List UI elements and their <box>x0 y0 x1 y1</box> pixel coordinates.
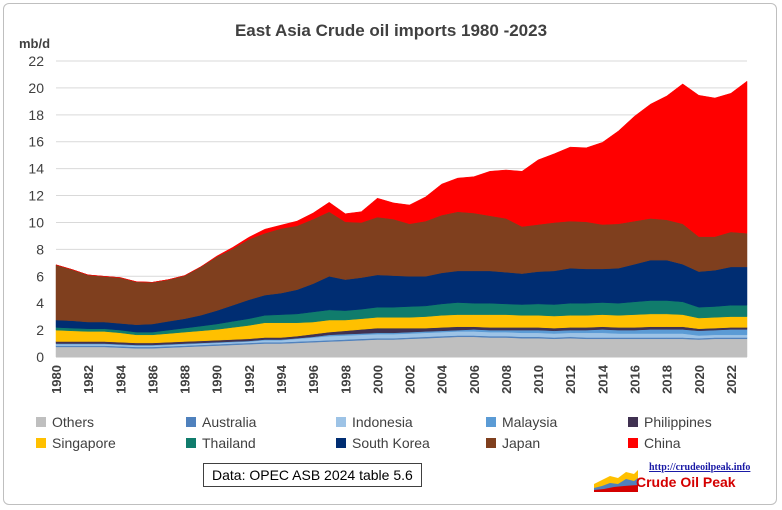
y-tick-label: 14 <box>28 161 44 177</box>
chart-title: East Asia Crude oil imports 1980 -2023 <box>234 21 548 40</box>
x-tick-label: 1980 <box>49 365 64 394</box>
x-tick-label: 1998 <box>338 365 353 394</box>
legend-label: Malaysia <box>502 414 558 430</box>
y-tick-label: 0 <box>36 349 44 365</box>
legend-swatch <box>36 438 46 448</box>
x-tick-label: 2004 <box>435 364 450 394</box>
y-tick-label: 6 <box>36 268 44 284</box>
legend-label: Singapore <box>52 435 116 451</box>
x-tick-label: 1990 <box>210 365 225 394</box>
legend-item: Malaysia <box>486 414 557 430</box>
legend-item: Thailand <box>186 435 256 451</box>
y-tick-label: 20 <box>28 80 44 96</box>
legend-label: Philippines <box>644 414 712 430</box>
x-tick-label: 2000 <box>370 365 385 394</box>
logo-graph-icon <box>594 470 638 492</box>
legend-label: Others <box>52 414 95 430</box>
legend-label: China <box>644 435 681 451</box>
legend-label: Thailand <box>202 435 256 451</box>
legend-item: Australia <box>186 414 256 430</box>
x-tick-label: 1992 <box>242 365 257 394</box>
legend-item: Singapore <box>36 435 116 451</box>
crude-oil-peak-logo[interactable]: http://crudeoilpeak.info Crude Oil Peak <box>594 462 760 492</box>
x-tick-label: 2022 <box>724 365 739 394</box>
logo-name: Crude Oil Peak <box>636 474 736 490</box>
x-tick-label: 2012 <box>563 365 578 394</box>
legend-item: China <box>628 435 681 451</box>
y-tick-label: 16 <box>28 134 44 150</box>
series-area-china <box>55 80 748 283</box>
y-tick-label: 12 <box>28 188 44 204</box>
x-tick-label: 1984 <box>113 364 128 394</box>
x-tick-label: 2006 <box>467 365 482 394</box>
legend-item: Japan <box>486 435 540 451</box>
y-tick-label: 2 <box>36 322 44 338</box>
legend-swatch <box>186 417 196 427</box>
legend-swatch <box>336 417 346 427</box>
chart-frame <box>3 3 777 505</box>
legend-label: Japan <box>502 435 541 451</box>
x-tick-label: 2014 <box>595 364 610 394</box>
legend-swatch <box>628 438 638 448</box>
x-tick-label: 2016 <box>628 365 643 394</box>
x-tick-label: 1996 <box>306 365 321 394</box>
y-tick-label: 4 <box>36 295 44 311</box>
stacked-areas <box>55 80 748 358</box>
y-tick-label: 10 <box>28 214 44 230</box>
y-axis-label: mb/d <box>19 36 51 51</box>
logo-url[interactable]: http://crudeoilpeak.info <box>649 462 751 473</box>
x-tick-label: 1988 <box>178 365 193 394</box>
legend-swatch <box>186 438 196 448</box>
legend-item: Others <box>36 414 94 430</box>
x-tick-labels: 1980 1982 1984 1986 1988 1990 1992 1994 1996 1998… <box>49 364 739 394</box>
x-tick-label: 2010 <box>531 365 546 394</box>
legend-label: Australia <box>202 414 257 430</box>
y-tick-label: 18 <box>28 107 44 123</box>
legend-item: Indonesia <box>336 414 413 430</box>
y-tick-label: 8 <box>36 241 44 257</box>
legend-swatch <box>486 438 496 448</box>
legend-label: Indonesia <box>352 414 413 430</box>
x-tick-label: 1982 <box>81 365 96 394</box>
x-tick-label: 2018 <box>660 365 675 394</box>
x-tick-label: 2002 <box>403 365 418 394</box>
x-tick-label: 2020 <box>692 365 707 394</box>
y-tick-label: 22 <box>28 53 44 69</box>
x-tick-label: 1994 <box>274 364 289 394</box>
legend-label: South Korea <box>352 435 430 451</box>
legend-swatch <box>336 438 346 448</box>
x-tick-label: 2008 <box>499 365 514 394</box>
y-tick-labels: 0 2 4 6 8 10 12 14 16 18 20 22 <box>28 53 44 365</box>
legend-swatch <box>628 417 638 427</box>
source-note: Data: OPEC ASB 2024 table 5.6 <box>203 463 422 487</box>
legend-swatch <box>486 417 496 427</box>
legend-item: South Korea <box>336 435 430 451</box>
x-tick-label: 1986 <box>145 365 160 394</box>
legend-item: Philippines <box>628 414 712 430</box>
legend-swatch <box>36 417 46 427</box>
